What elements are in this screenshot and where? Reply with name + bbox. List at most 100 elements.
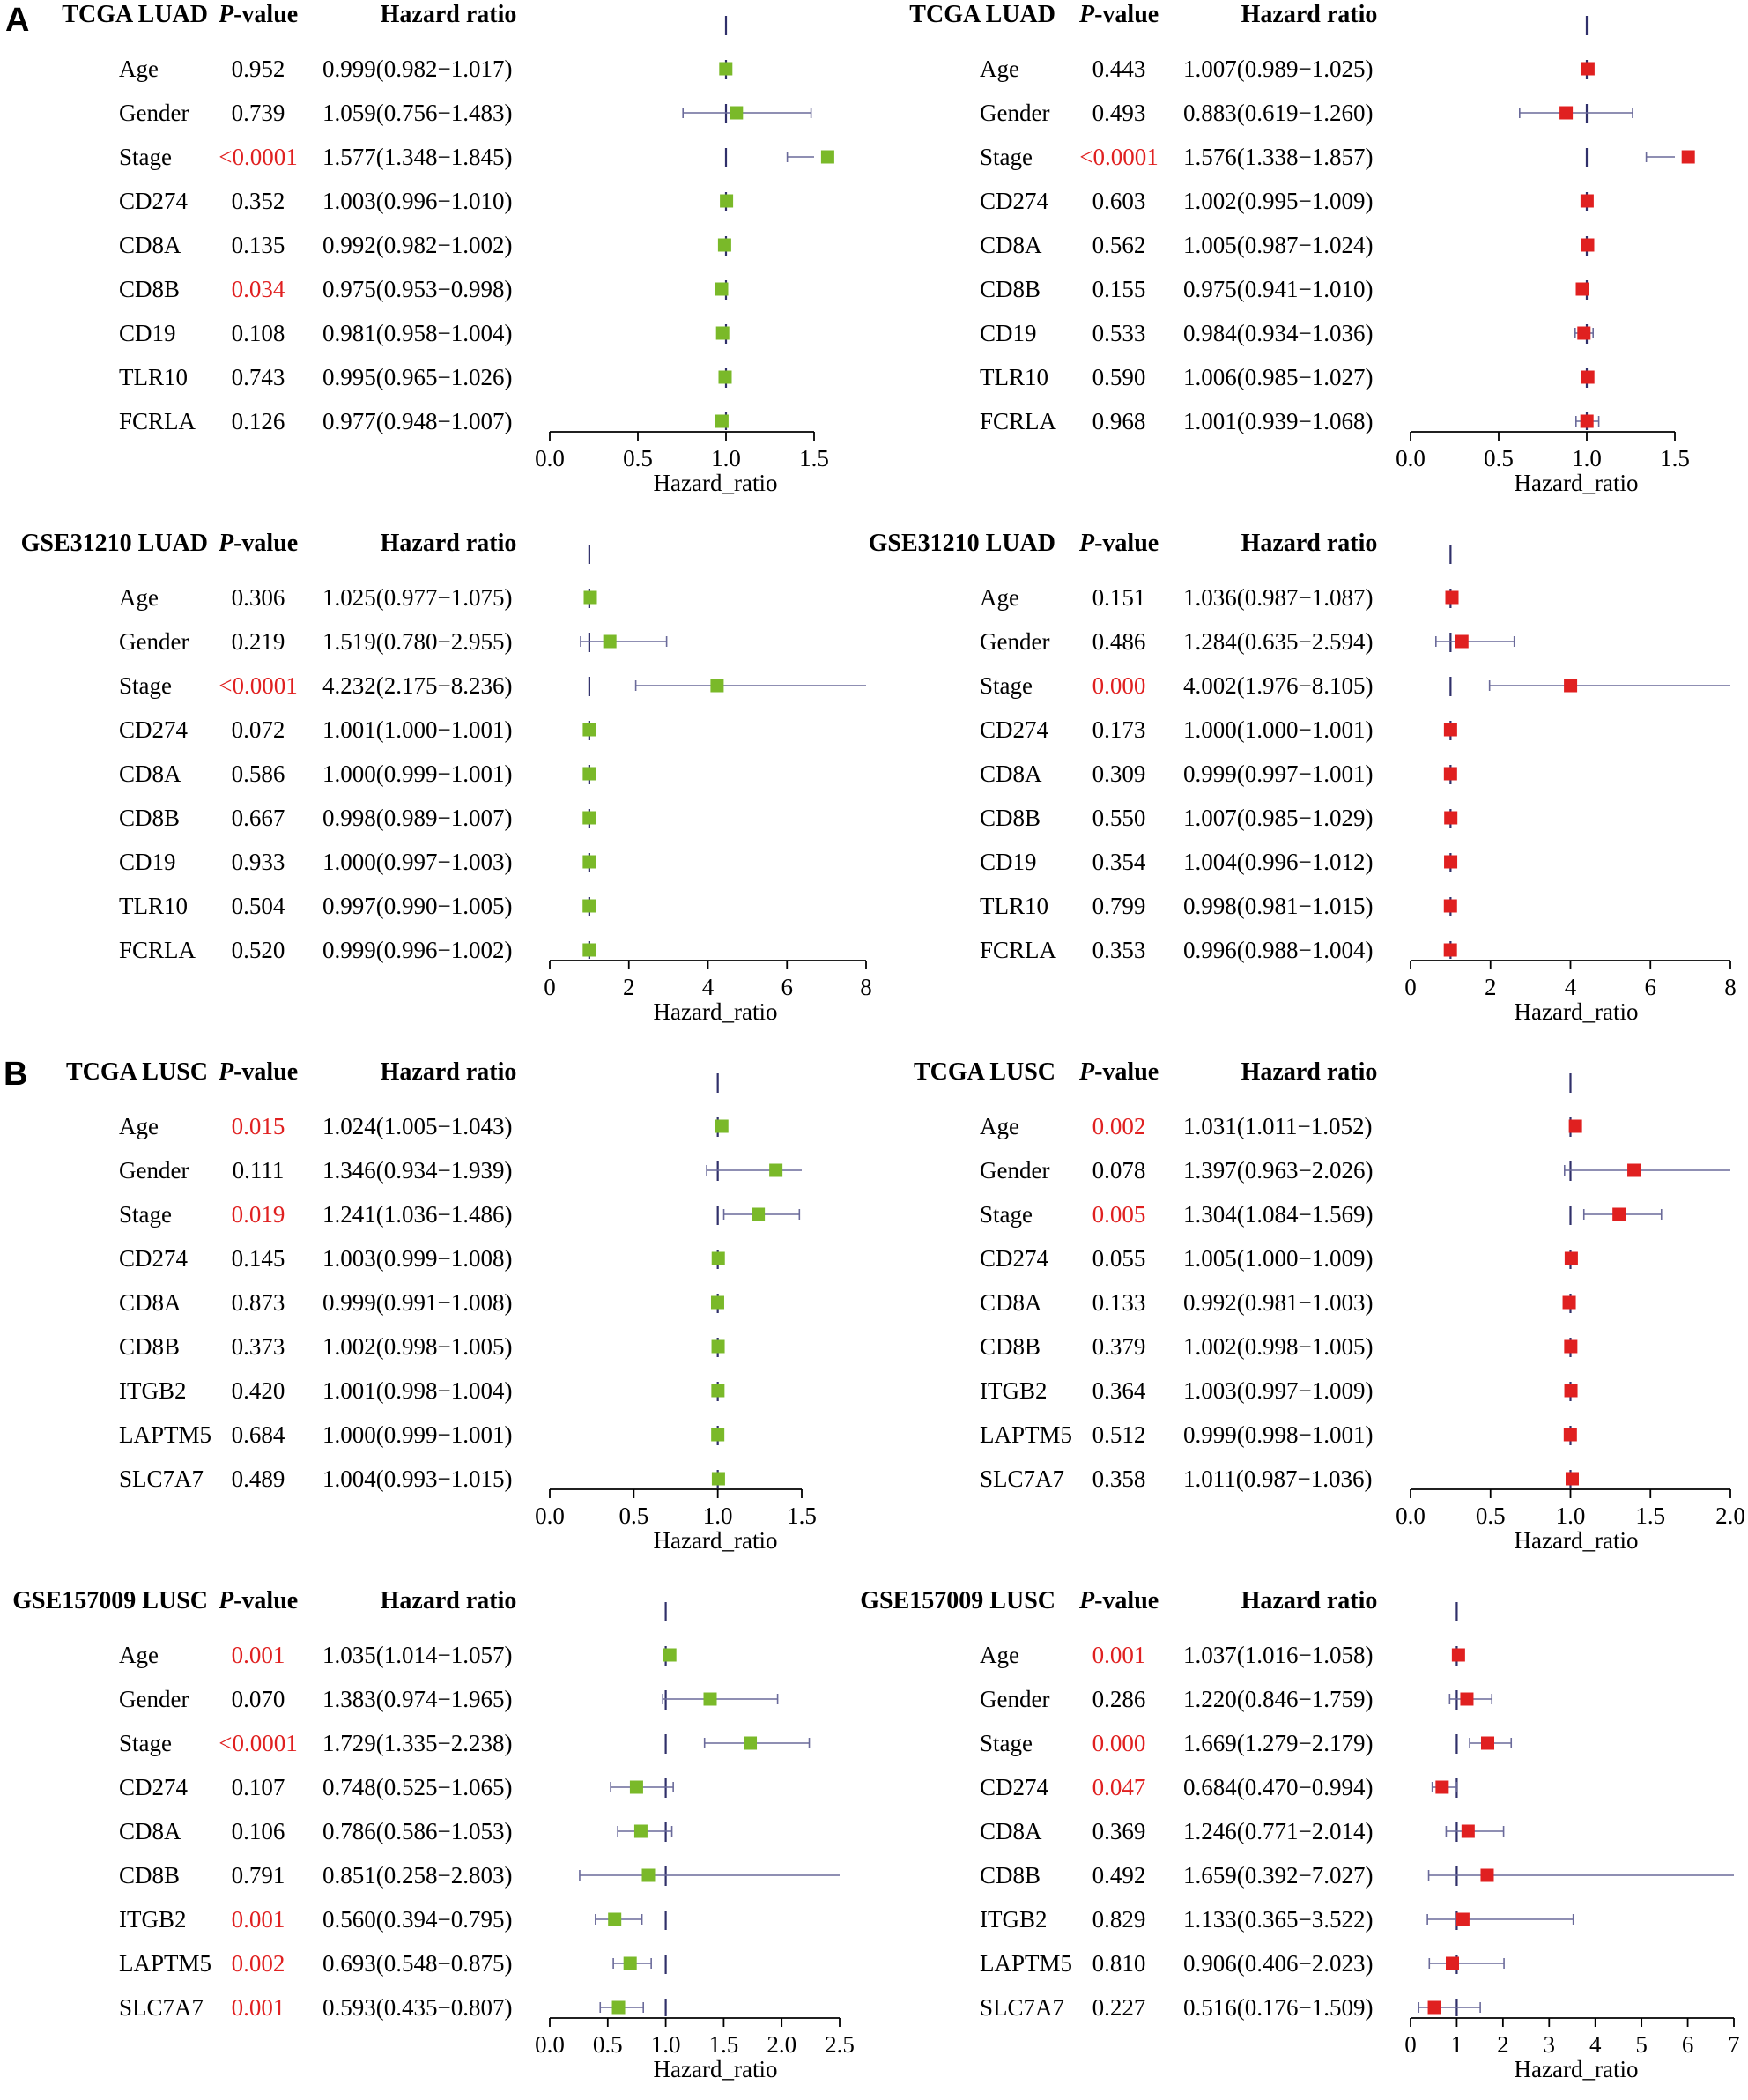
hazard-ratio-marker — [711, 1251, 725, 1265]
p-value: 0.364 — [1092, 1377, 1146, 1404]
variable-label: LAPTM5 — [119, 1421, 211, 1448]
panel-title: TCGA LUAD — [62, 1, 208, 28]
hazard-ratio-marker — [1564, 679, 1578, 693]
p-value: 0.126 — [232, 408, 285, 434]
variable-label: FCRLA — [119, 408, 196, 434]
hazard-ratio-value: 1.006(0.985−1.027) — [1183, 364, 1373, 390]
x-tick-label: 6 — [781, 974, 794, 1000]
forest-panel-gse31210-luad-multi: GSE31210 LUAD P-value Hazard ratio Age 0.151… — [869, 530, 1737, 1025]
hazard-ratio-value: 0.984(0.934−1.036) — [1183, 320, 1373, 346]
variable-label: ITGB2 — [980, 1906, 1048, 1933]
hazard-ratio-header: Hazard ratio — [381, 1058, 517, 1086]
hazard-ratio-value: 1.577(1.348−1.845) — [322, 144, 512, 170]
p-value: 0.968 — [1092, 408, 1146, 434]
hazard-ratio-value: 1.001(0.998−1.004) — [322, 1377, 512, 1404]
hazard-ratio-marker — [1564, 1251, 1578, 1265]
panel-title: TCGA LUSC — [914, 1058, 1055, 1086]
p-value: 0.306 — [232, 584, 285, 611]
hazard-ratio-value: 0.981(0.958−1.004) — [322, 320, 512, 346]
hazard-ratio-marker — [663, 1648, 677, 1662]
variable-label: ITGB2 — [119, 1377, 187, 1404]
hazard-ratio-value: 0.999(0.982−1.017) — [322, 56, 512, 82]
hazard-ratio-marker — [711, 1339, 725, 1354]
p-value: 0.070 — [232, 1686, 285, 1712]
hazard-ratio-value: 0.883(0.619−1.260) — [1183, 100, 1373, 126]
variable-label: Age — [119, 1642, 159, 1668]
p-value: 0.155 — [1092, 276, 1146, 302]
variable-label: Age — [119, 1113, 159, 1139]
x-tick-label: 1 — [1451, 2031, 1463, 2058]
hazard-ratio-marker — [1563, 1428, 1577, 1442]
panel-title: TCGA LUAD — [909, 1, 1055, 28]
hazard-ratio-marker — [715, 1119, 729, 1133]
variable-label: CD19 — [980, 320, 1037, 346]
variable-label: CD8B — [119, 1333, 180, 1360]
hazard-ratio-value: 1.729(1.335−2.238) — [322, 1730, 512, 1756]
hazard-ratio-value: 0.593(0.435−0.807) — [322, 1994, 512, 2021]
section-label-b: B — [4, 1056, 28, 1093]
x-tick-label: 6 — [1682, 2031, 1694, 2058]
p-value: 0.111 — [233, 1157, 285, 1184]
x-tick-label: 8 — [1724, 974, 1737, 1000]
x-axis-label: Hazard_ratio — [1515, 998, 1639, 1025]
p-value: 0.358 — [1092, 1466, 1146, 1492]
x-tick-label: 0.0 — [535, 445, 565, 471]
hazard-ratio-marker — [1581, 62, 1595, 76]
hazard-ratio-value: 1.002(0.998−1.005) — [322, 1333, 512, 1360]
hazard-ratio-header: Hazard ratio — [1241, 1058, 1378, 1086]
variable-label: Gender — [980, 100, 1049, 126]
p-value: <0.0001 — [218, 144, 297, 170]
variable-label: Stage — [980, 1201, 1033, 1228]
variable-label: Stage — [980, 144, 1033, 170]
p-value: 0.001 — [232, 1994, 285, 2021]
variable-label: SLC7A7 — [119, 1466, 204, 1492]
hazard-ratio-value: 0.995(0.965−1.026) — [322, 364, 512, 390]
p-value: 0.492 — [1092, 1862, 1146, 1889]
hazard-ratio-marker — [1460, 1692, 1474, 1706]
p-value: 0.107 — [232, 1774, 285, 1800]
variable-label: CD8A — [980, 232, 1042, 258]
variable-label: CD274 — [119, 1774, 189, 1800]
hazard-ratio-marker — [623, 1956, 637, 1970]
p-value: 0.219 — [232, 628, 285, 655]
variable-label: CD274 — [119, 716, 189, 743]
variable-label: Age — [119, 56, 159, 82]
variable-label: CD8B — [119, 1862, 180, 1889]
hazard-ratio-value: 0.996(0.988−1.004) — [1183, 937, 1373, 963]
hazard-ratio-value: 0.693(0.548−0.875) — [322, 1950, 512, 1977]
p-value: 0.002 — [232, 1950, 285, 1977]
hazard-ratio-marker — [711, 1472, 725, 1486]
hazard-ratio-marker — [1564, 1339, 1578, 1354]
hazard-ratio-value: 0.999(0.997−1.001) — [1183, 761, 1373, 787]
x-tick-label: 1.5 — [1660, 445, 1690, 471]
hazard-ratio-marker — [1455, 1912, 1470, 1926]
variable-label: CD19 — [119, 320, 176, 346]
hazard-ratio-value: 1.031(1.011−1.052) — [1183, 1113, 1372, 1139]
p-value: 0.743 — [232, 364, 285, 390]
p-value: 0.352 — [232, 188, 285, 214]
hazard-ratio-marker — [719, 62, 733, 76]
variable-label: CD274 — [119, 188, 189, 214]
hazard-ratio-value: 1.383(0.974−1.965) — [322, 1686, 512, 1712]
p-value: 0.586 — [232, 761, 285, 787]
hazard-ratio-marker — [1445, 590, 1459, 605]
variable-label: CD274 — [980, 1774, 1049, 1800]
x-axis-label: Hazard_ratio — [1515, 470, 1639, 496]
x-tick-label: 0.0 — [1396, 445, 1426, 471]
x-tick-label: 0.0 — [535, 1503, 565, 1529]
hazard-ratio-marker — [1581, 370, 1595, 384]
variable-label: LAPTM5 — [980, 1421, 1072, 1448]
variable-label: CD8A — [119, 1289, 181, 1316]
variable-label: CD8A — [980, 1289, 1042, 1316]
pvalue-header: P-value — [1078, 1058, 1159, 1086]
hazard-ratio-value: 0.999(0.991−1.008) — [322, 1289, 512, 1316]
hazard-ratio-value: 1.000(1.000−1.001) — [1183, 716, 1373, 743]
hazard-ratio-value: 1.000(0.999−1.001) — [322, 761, 512, 787]
variable-label: FCRLA — [980, 937, 1057, 963]
variable-label: CD19 — [980, 849, 1037, 875]
hazard-ratio-value: 0.999(0.996−1.002) — [322, 937, 512, 963]
hazard-ratio-value: 1.024(1.005−1.043) — [322, 1113, 512, 1139]
hazard-ratio-marker — [1562, 1295, 1576, 1310]
hazard-ratio-marker — [1568, 1119, 1582, 1133]
p-value: 0.286 — [1092, 1686, 1146, 1712]
